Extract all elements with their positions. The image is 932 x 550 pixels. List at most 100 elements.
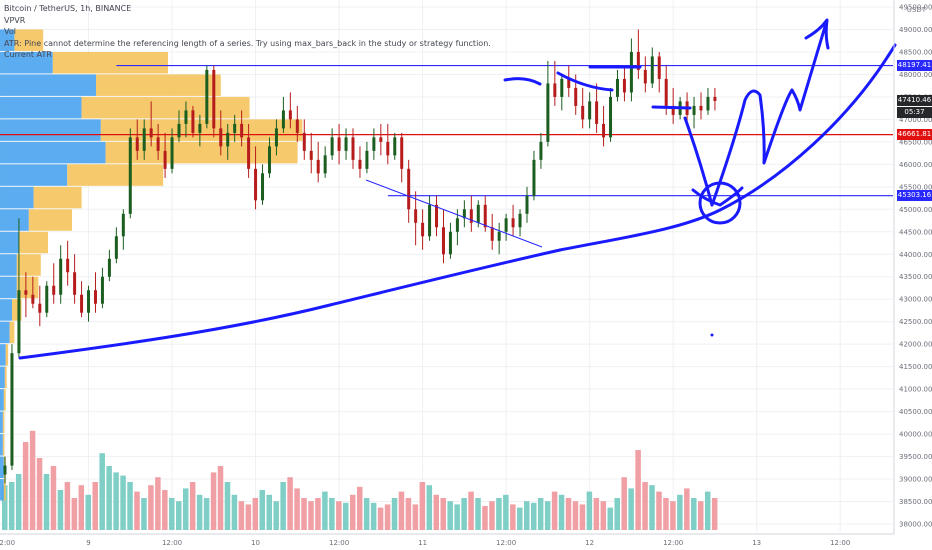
candle-body xyxy=(372,137,376,151)
volume-bar xyxy=(704,491,711,530)
price-tick-label: 40000.00 xyxy=(899,431,932,439)
volume-bar xyxy=(50,466,57,530)
candle-body xyxy=(358,159,362,169)
volume-bar xyxy=(120,475,126,530)
candle-body xyxy=(615,78,619,97)
price-tick-label: 42000.00 xyxy=(899,341,932,349)
countdown-tag: 05:37 xyxy=(897,106,932,118)
candle-body xyxy=(546,83,550,142)
candle-body xyxy=(100,276,104,304)
time-tick-label: 12:00 xyxy=(663,539,683,547)
volume-bar xyxy=(85,494,92,530)
volume-bar xyxy=(642,482,648,530)
vp-row-up xyxy=(0,96,82,119)
vp-row-down xyxy=(14,29,44,51)
volume-bar xyxy=(656,491,662,530)
volume-bar xyxy=(398,491,405,530)
volume-bar xyxy=(182,488,189,530)
candle-body xyxy=(574,87,578,106)
volume-bar xyxy=(677,494,683,530)
volume-bar xyxy=(287,477,293,530)
volume-bar xyxy=(670,501,676,530)
vp-row-up xyxy=(0,74,96,96)
candle-body xyxy=(713,96,717,101)
candle-body xyxy=(66,258,70,273)
time-tick-label: 12 xyxy=(585,539,594,547)
vp-row-down xyxy=(33,186,82,209)
candle-body xyxy=(650,56,654,84)
vp-row-up xyxy=(0,51,53,74)
volume-bar xyxy=(273,501,279,530)
vp-row-down xyxy=(2,434,5,456)
vp-row-down xyxy=(3,389,6,411)
drawn-arc-1 xyxy=(503,77,542,86)
volume-bar xyxy=(482,506,488,530)
candle-body xyxy=(400,137,404,169)
drawn-arrow-down xyxy=(683,116,714,207)
volume-bar xyxy=(447,501,453,530)
volume-bar xyxy=(698,501,704,530)
candle-body xyxy=(657,56,661,79)
candle-body xyxy=(455,218,459,232)
volume-bar xyxy=(322,491,328,530)
volume-bar xyxy=(231,494,238,530)
price-tick-label: 40500.00 xyxy=(899,408,932,416)
candle-body xyxy=(414,209,418,223)
volume-bar xyxy=(363,498,370,530)
volume-bar xyxy=(266,494,272,530)
volume-bar xyxy=(148,485,154,530)
candle-body xyxy=(10,353,14,466)
volume-bar xyxy=(586,491,593,530)
volume-bar xyxy=(343,502,349,530)
time-tick-label: 10 xyxy=(251,539,260,547)
candle-body xyxy=(184,110,188,124)
price-tag-support: 45303.16 xyxy=(897,190,932,202)
volume-bar xyxy=(468,491,474,530)
volume-bar xyxy=(224,482,231,530)
vp-row-up xyxy=(0,164,68,186)
volume-bar xyxy=(92,482,98,530)
volume-bar xyxy=(350,494,356,530)
volume-bar xyxy=(537,498,544,530)
volume-bar xyxy=(496,498,502,530)
candle-body xyxy=(177,123,181,138)
volume-bar xyxy=(377,507,384,530)
candle-body xyxy=(24,290,28,295)
volume-bar xyxy=(301,498,307,530)
drawn-dot xyxy=(710,333,714,337)
candle-body xyxy=(240,123,244,138)
vp-row-up xyxy=(0,276,17,299)
price-tick-label: 46000.00 xyxy=(899,161,932,169)
volume-bar xyxy=(196,494,203,530)
volume-bar xyxy=(530,502,537,530)
candle-body xyxy=(114,236,118,259)
volume-bar xyxy=(551,491,558,530)
candle-body xyxy=(448,231,452,255)
volume-bar xyxy=(176,501,182,530)
drawn-arrow-head xyxy=(691,186,744,207)
candle-body xyxy=(344,137,348,151)
candle-body xyxy=(156,137,160,151)
volume-bar xyxy=(64,482,71,530)
volume-bar xyxy=(663,498,669,530)
time-tick-label: 12:00 xyxy=(496,539,516,547)
vp-row-down xyxy=(28,209,72,231)
time-axis: 12:00 9 12:00 10 12:00 11 12:00 12 12:00 13 12:00 xyxy=(0,533,894,547)
candle-body xyxy=(428,204,432,237)
vp-row-down xyxy=(4,366,7,389)
volume-bar xyxy=(489,501,495,530)
volume-bar xyxy=(15,474,22,530)
vp-row-down xyxy=(81,96,250,119)
vp-row-up xyxy=(0,389,4,411)
candle-body xyxy=(121,213,125,237)
candle-body xyxy=(142,128,146,151)
volume-bar xyxy=(106,466,112,530)
volume-bar xyxy=(162,490,168,530)
vp-row-up xyxy=(0,366,5,389)
vp-row-up xyxy=(0,344,6,366)
candle-body xyxy=(302,132,306,151)
price-tick-label: 44000.00 xyxy=(899,251,932,259)
volume-bar xyxy=(544,501,551,530)
candle-body xyxy=(490,227,494,241)
